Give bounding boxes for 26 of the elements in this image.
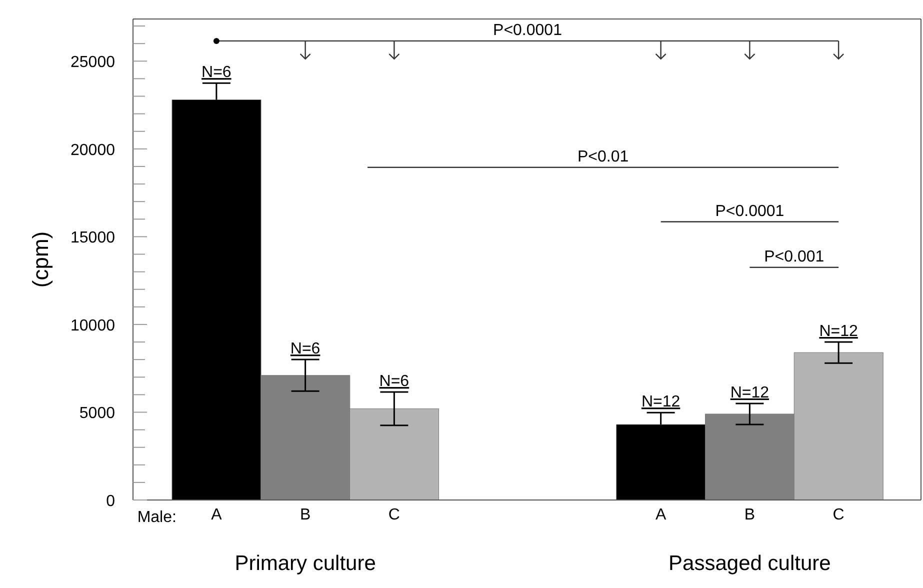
y-axis-title: (cpm)	[28, 231, 53, 288]
text: Primary culture	[234, 552, 376, 575]
y-tick-label: 5000	[79, 405, 116, 422]
annotation: P<0.01	[577, 148, 629, 166]
annotation: N=6	[290, 340, 320, 358]
annotation: N=6	[202, 64, 232, 82]
annotation: P<0.0001	[715, 202, 784, 220]
annotation: N=12	[641, 394, 680, 411]
annotation: N=6	[379, 373, 410, 390]
x-tick-label: C	[388, 506, 400, 524]
x-tick-label: A	[655, 506, 666, 524]
x-tick-label: B	[744, 506, 756, 524]
text: Passaged culture	[668, 552, 831, 575]
annotation: P<0.001	[764, 248, 824, 266]
annotation: P<0.0001	[493, 22, 562, 39]
y-tick-label: 20000	[70, 142, 116, 159]
x-tick-label: B	[300, 506, 311, 524]
annotation: N=12	[730, 384, 770, 402]
annotation: N=12	[819, 323, 858, 340]
y-tick-label: 10000	[70, 317, 116, 334]
y-tick-label: 15000	[70, 230, 116, 247]
x-tick-label: C	[832, 506, 844, 524]
y-tick-label: 25000	[70, 54, 116, 72]
y-tick-label: 0	[106, 493, 116, 510]
text: Male:	[137, 509, 176, 526]
x-tick-label: A	[211, 506, 222, 524]
